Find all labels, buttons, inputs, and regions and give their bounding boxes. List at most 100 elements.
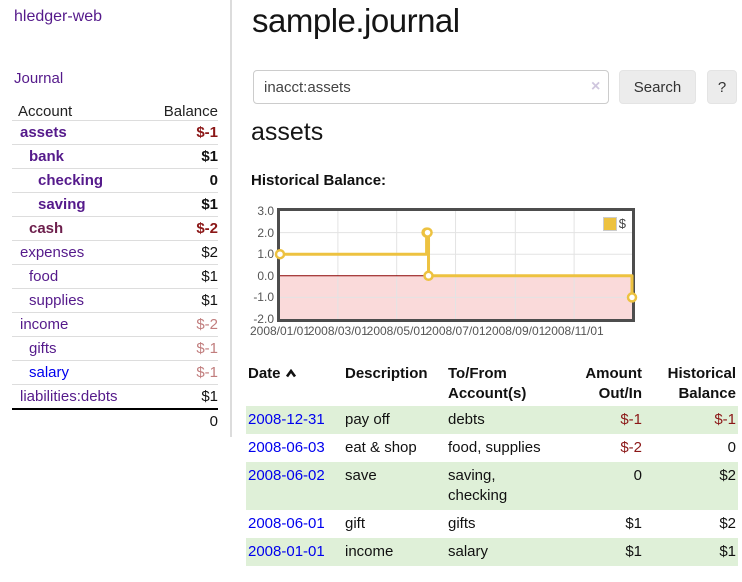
search-button[interactable]: Search: [619, 70, 696, 104]
account-balance: $2: [148, 240, 218, 265]
transaction-date-link[interactable]: 2008-12-31: [248, 411, 325, 428]
y-axis-tick-label: 1.0: [257, 247, 274, 262]
transaction-amount: $-1: [620, 411, 642, 428]
y-axis-tick-label: -1.0: [253, 290, 274, 305]
account-balance: $1: [148, 192, 218, 217]
col-tofrom-line1: To/From: [448, 365, 507, 382]
x-axis-tick-label: 2008/11/01: [544, 324, 604, 338]
sidebar-account-row: cash $-2: [12, 216, 218, 241]
transaction-date-link[interactable]: 2008-06-02: [248, 467, 325, 484]
account-link-checking[interactable]: checking: [38, 172, 104, 189]
sidebar-account-row: gifts $-1: [12, 336, 218, 361]
transaction-date-link[interactable]: 2008-06-01: [248, 515, 325, 532]
chart-legend: $: [601, 215, 627, 232]
register-header-row: Date Description To/From Account(s) Amou…: [246, 362, 738, 406]
legend-swatch: [602, 216, 617, 231]
sidebar-total-balance: 0: [148, 408, 218, 433]
account-balance: $1: [148, 288, 218, 313]
page-title: sample.journal: [252, 2, 460, 39]
register-row[interactable]: 2008-06-02 save saving, checking 0 $2: [246, 462, 738, 510]
col-balance-line1: Historical: [667, 365, 736, 382]
transaction-balance: $2: [719, 467, 736, 484]
transaction-description: pay off: [345, 411, 390, 428]
account-link-bank[interactable]: bank: [29, 148, 65, 165]
x-axis-tick-label: 2008/07/01: [425, 324, 486, 338]
col-amount-line1: Amount: [585, 365, 642, 382]
transaction-accounts: saving, checking: [448, 467, 508, 504]
sidebar-account-row: supplies $1: [12, 288, 218, 313]
col-description: Description: [345, 365, 428, 382]
account-link-cash[interactable]: cash: [29, 220, 64, 237]
y-axis-tick-label: 0.0: [257, 268, 274, 283]
account-link-liabilities-debts[interactable]: liabilities:debts: [20, 388, 118, 405]
register-row[interactable]: 2008-01-01 income salary $1 $1: [246, 538, 738, 566]
account-link-food[interactable]: food: [29, 268, 59, 285]
x-axis-tick-label: 2008/01/01: [249, 324, 311, 338]
account-link-gifts[interactable]: gifts: [29, 340, 57, 357]
register-row[interactable]: 2008-06-01 gift gifts $1 $2: [246, 510, 738, 538]
account-link-assets[interactable]: assets: [20, 124, 67, 141]
sidebar-total-spacer: [12, 408, 149, 433]
help-button[interactable]: ?: [707, 70, 737, 104]
transaction-date-link[interactable]: 2008-06-03: [248, 439, 325, 456]
account-balance: $1: [148, 264, 218, 289]
transaction-description: save: [345, 467, 377, 484]
transaction-balance: 0: [727, 439, 736, 456]
account-balance: $-1: [148, 360, 218, 385]
sidebar-item-journal[interactable]: Journal: [14, 70, 64, 87]
col-tofrom-line2: Account(s): [448, 385, 527, 402]
account-balance: $-1: [148, 336, 218, 361]
transaction-accounts: food, supplies: [448, 439, 541, 456]
transaction-description: income: [345, 543, 394, 560]
sidebar-account-row: income $-2: [12, 312, 218, 337]
clear-search-icon[interactable]: ×: [591, 78, 601, 95]
chevron-up-icon: [285, 364, 297, 384]
sidebar-account-row: food $1: [12, 264, 218, 289]
transaction-date-link[interactable]: 2008-01-01: [248, 543, 325, 560]
account-balance: $-1: [148, 120, 218, 145]
col-date-label: Date: [248, 365, 281, 382]
chart-title: Historical Balance:: [251, 172, 387, 189]
col-historical-balance: Historical Balance: [644, 362, 738, 406]
col-amount-line2: Out/In: [598, 385, 642, 402]
sidebar-divider: [230, 0, 232, 437]
account-balance: 0: [148, 168, 218, 193]
register-row[interactable]: 2008-06-03 eat & shop food, supplies $-2 0: [246, 434, 738, 462]
account-link-supplies[interactable]: supplies: [29, 292, 85, 309]
transaction-balance: $2: [719, 515, 736, 532]
col-balance-line2: Balance: [678, 385, 736, 402]
col-amount-outin: Amount Out/In: [548, 362, 644, 406]
col-tofrom-accounts: To/From Account(s): [446, 362, 548, 406]
chart-plot-area: $: [274, 208, 638, 322]
account-link-saving[interactable]: saving: [38, 196, 86, 213]
account-link-income[interactable]: income: [20, 316, 69, 333]
col-date[interactable]: Date: [246, 362, 343, 406]
transaction-amount: $1: [625, 543, 642, 560]
transaction-amount: $-2: [620, 439, 642, 456]
register-table: Date Description To/From Account(s) Amou…: [246, 362, 738, 566]
account-balance: $-2: [148, 216, 218, 241]
search-input[interactable]: [253, 70, 609, 104]
sidebar-col-account: Account: [18, 103, 73, 120]
register-row[interactable]: 2008-12-31 pay off debts $-1 $-1: [246, 406, 738, 434]
account-link-salary[interactable]: salary: [29, 364, 70, 381]
sidebar-total-row: 0: [12, 408, 218, 433]
account-balance: $1: [148, 144, 218, 169]
sidebar-account-row: salary $-1: [12, 360, 218, 385]
y-axis-tick-label: 3.0: [257, 204, 274, 218]
sidebar-account-row: bank $1: [12, 144, 218, 169]
historical-balance-chart: $ 3.0 2.0 1.0 0.0 -1.0 -2.0 2008/01/01 2008/03/…: [249, 204, 742, 352]
app-brand-link[interactable]: hledger-web: [14, 8, 103, 25]
y-axis-tick-label: 2.0: [257, 225, 274, 240]
transaction-amount: $1: [625, 515, 642, 532]
x-axis-tick-label: 2008/09/01: [485, 324, 546, 338]
sidebar-account-row: liabilities:debts $1: [12, 384, 218, 409]
account-balance: $1: [148, 384, 218, 409]
transaction-balance: $1: [719, 543, 736, 560]
legend-label: $: [618, 216, 626, 231]
account-link-expenses[interactable]: expenses: [20, 244, 85, 261]
transaction-balance: $-1: [714, 411, 736, 428]
sidebar-account-row: saving $1: [12, 192, 218, 217]
transaction-description: eat & shop: [345, 439, 417, 456]
